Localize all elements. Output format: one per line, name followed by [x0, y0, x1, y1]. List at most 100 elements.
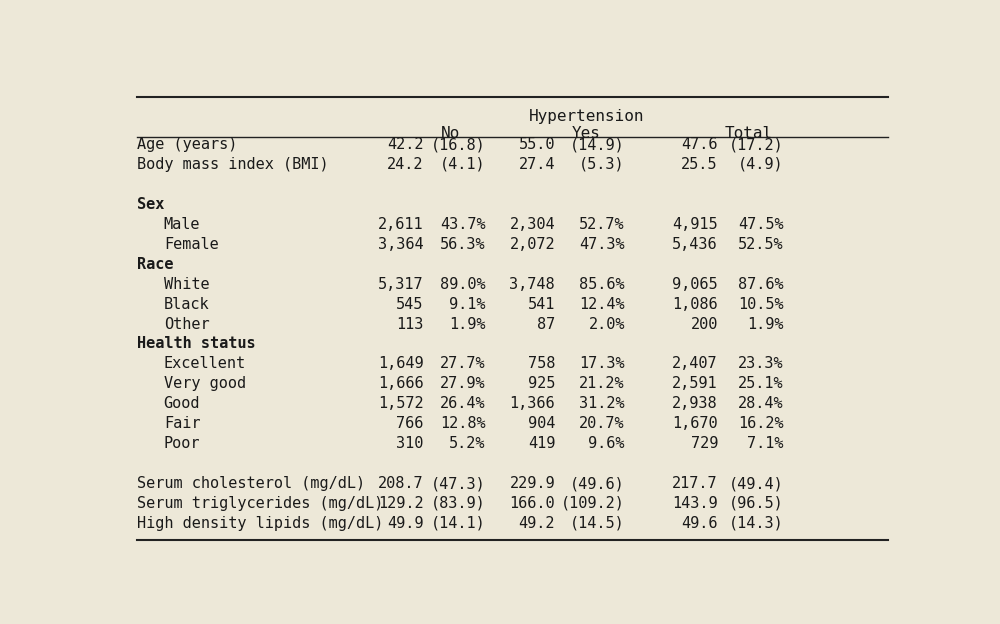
Text: 143.9: 143.9: [672, 496, 718, 511]
Text: (5.3): (5.3): [579, 157, 625, 172]
Text: 87.6%: 87.6%: [738, 276, 784, 291]
Text: Black: Black: [164, 296, 209, 311]
Text: 31.2%: 31.2%: [579, 396, 625, 411]
Text: 12.8%: 12.8%: [440, 416, 485, 431]
Text: 1,572: 1,572: [378, 396, 423, 411]
Text: 85.6%: 85.6%: [579, 276, 625, 291]
Text: (49.4): (49.4): [729, 476, 784, 491]
Text: Excellent: Excellent: [164, 356, 246, 371]
Text: 27.9%: 27.9%: [440, 376, 485, 391]
Text: 129.2: 129.2: [378, 496, 423, 511]
Text: 21.2%: 21.2%: [579, 376, 625, 391]
Text: 89.0%: 89.0%: [440, 276, 485, 291]
Text: Serum triglycerides (mg/dL): Serum triglycerides (mg/dL): [137, 496, 383, 511]
Text: 16.2%: 16.2%: [738, 416, 784, 431]
Text: 1,666: 1,666: [378, 376, 423, 391]
Text: 28.4%: 28.4%: [738, 396, 784, 411]
Text: 166.0: 166.0: [510, 496, 555, 511]
Text: 25.5: 25.5: [681, 157, 718, 172]
Text: 23.3%: 23.3%: [738, 356, 784, 371]
Text: (14.9): (14.9): [570, 137, 625, 152]
Text: 766: 766: [396, 416, 423, 431]
Text: 12.4%: 12.4%: [579, 296, 625, 311]
Text: Race: Race: [137, 256, 173, 271]
Text: 52.5%: 52.5%: [738, 236, 784, 251]
Text: (96.5): (96.5): [729, 496, 784, 511]
Text: 2,591: 2,591: [672, 376, 718, 391]
Text: 24.2: 24.2: [387, 157, 423, 172]
Text: White: White: [164, 276, 209, 291]
Text: Very good: Very good: [164, 376, 246, 391]
Text: Age (years): Age (years): [137, 137, 237, 152]
Text: Other: Other: [164, 316, 209, 331]
Text: 729: 729: [690, 436, 718, 451]
Text: 2.0%: 2.0%: [588, 316, 625, 331]
Text: (14.3): (14.3): [729, 516, 784, 531]
Text: (109.2): (109.2): [561, 496, 625, 511]
Text: 229.9: 229.9: [510, 476, 555, 491]
Text: 925: 925: [528, 376, 555, 391]
Text: 7.1%: 7.1%: [747, 436, 784, 451]
Text: 49.2: 49.2: [519, 516, 555, 531]
Text: 419: 419: [528, 436, 555, 451]
Text: 113: 113: [396, 316, 423, 331]
Text: 9.6%: 9.6%: [588, 436, 625, 451]
Text: (49.6): (49.6): [570, 476, 625, 491]
Text: (4.1): (4.1): [440, 157, 485, 172]
Text: 27.4: 27.4: [519, 157, 555, 172]
Text: 208.7: 208.7: [378, 476, 423, 491]
Text: Poor: Poor: [164, 436, 200, 451]
Text: 87: 87: [537, 316, 555, 331]
Text: Good: Good: [164, 396, 200, 411]
Text: 47.6: 47.6: [681, 137, 718, 152]
Text: Sex: Sex: [137, 197, 164, 212]
Text: Serum cholesterol (mg/dL): Serum cholesterol (mg/dL): [137, 476, 365, 491]
Text: Health status: Health status: [137, 336, 255, 351]
Text: (14.1): (14.1): [431, 516, 485, 531]
Text: 49.9: 49.9: [387, 516, 423, 531]
Text: 541: 541: [528, 296, 555, 311]
Text: 25.1%: 25.1%: [738, 376, 784, 391]
Text: 5,317: 5,317: [378, 276, 423, 291]
Text: Yes: Yes: [572, 126, 601, 141]
Text: 20.7%: 20.7%: [579, 416, 625, 431]
Text: 758: 758: [528, 356, 555, 371]
Text: 47.5%: 47.5%: [738, 217, 784, 232]
Text: 4,915: 4,915: [672, 217, 718, 232]
Text: 17.3%: 17.3%: [579, 356, 625, 371]
Text: 9.1%: 9.1%: [449, 296, 485, 311]
Text: 47.3%: 47.3%: [579, 236, 625, 251]
Text: 1.9%: 1.9%: [449, 316, 485, 331]
Text: (17.2): (17.2): [729, 137, 784, 152]
Text: 9,065: 9,065: [672, 276, 718, 291]
Text: 904: 904: [528, 416, 555, 431]
Text: 200: 200: [690, 316, 718, 331]
Text: 2,072: 2,072: [510, 236, 555, 251]
Text: 310: 310: [396, 436, 423, 451]
Text: 545: 545: [396, 296, 423, 311]
Text: (14.5): (14.5): [570, 516, 625, 531]
Text: 2,407: 2,407: [672, 356, 718, 371]
Text: 43.7%: 43.7%: [440, 217, 485, 232]
Text: (83.9): (83.9): [431, 496, 485, 511]
Text: 1,649: 1,649: [378, 356, 423, 371]
Text: 52.7%: 52.7%: [579, 217, 625, 232]
Text: 49.6: 49.6: [681, 516, 718, 531]
Text: (16.8): (16.8): [431, 137, 485, 152]
Text: 2,938: 2,938: [672, 396, 718, 411]
Text: 1,086: 1,086: [672, 296, 718, 311]
Text: 26.4%: 26.4%: [440, 396, 485, 411]
Text: Total: Total: [725, 126, 773, 141]
Text: Body mass index (BMI): Body mass index (BMI): [137, 157, 328, 172]
Text: 1,366: 1,366: [510, 396, 555, 411]
Text: 56.3%: 56.3%: [440, 236, 485, 251]
Text: No: No: [441, 126, 460, 141]
Text: 5,436: 5,436: [672, 236, 718, 251]
Text: Hypertension: Hypertension: [528, 109, 644, 124]
Text: (4.9): (4.9): [738, 157, 784, 172]
Text: 55.0: 55.0: [519, 137, 555, 152]
Text: Fair: Fair: [164, 416, 200, 431]
Text: 217.7: 217.7: [672, 476, 718, 491]
Text: 1,670: 1,670: [672, 416, 718, 431]
Text: 3,364: 3,364: [378, 236, 423, 251]
